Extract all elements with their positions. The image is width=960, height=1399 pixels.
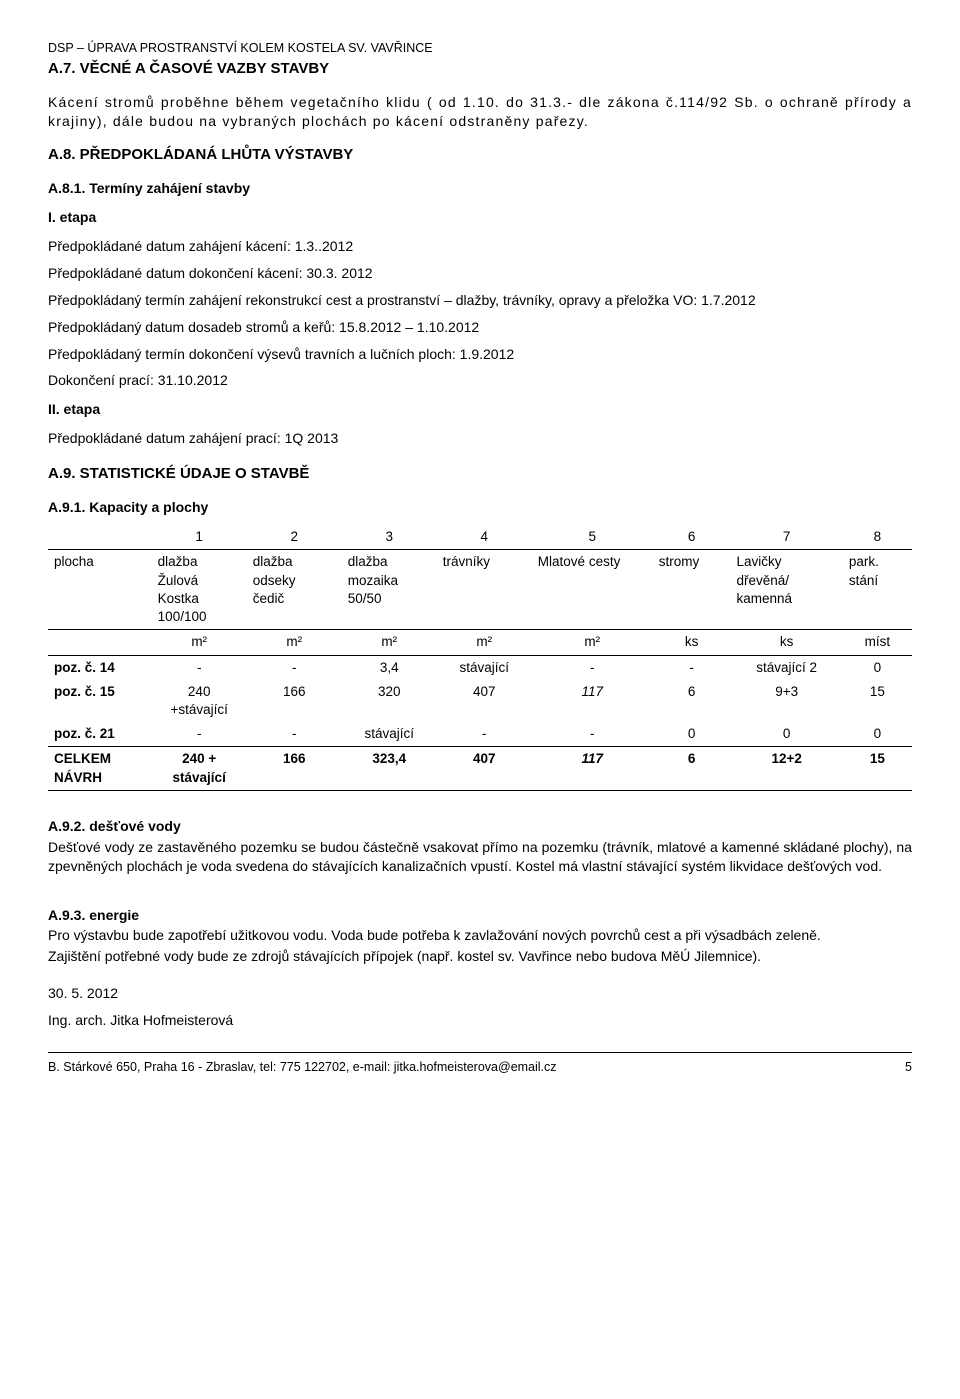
a92-title: A.9.2. dešťové vody bbox=[48, 817, 912, 836]
etapa-1: I. etapa bbox=[48, 208, 912, 227]
line-2: Předpokládané datum dokončení kácení: 30… bbox=[48, 264, 912, 283]
a7-paragraph: Kácení stromů proběhne během vegetačního… bbox=[48, 93, 912, 131]
etapa-2: II. etapa bbox=[48, 400, 912, 419]
line-4: Předpokládaný datum dosadeb stromů a keř… bbox=[48, 318, 912, 337]
a93-title: A.9.3. energie bbox=[48, 906, 912, 925]
line-6: Dokončení prací: 31.10.2012 bbox=[48, 371, 912, 390]
table-row-headers: plocha dlažbaŽulováKostka100/100 dlažbao… bbox=[48, 550, 912, 630]
table-row: poz. č. 15 240+stávající 166 320 407 117… bbox=[48, 680, 912, 722]
a81-title: A.8.1. Termíny zahájení stavby bbox=[48, 179, 912, 198]
page-footer: B. Stárkové 650, Praha 16 - Zbraslav, te… bbox=[48, 1052, 912, 1076]
table-row: poz. č. 14 - - 3,4 stávající - - stávají… bbox=[48, 655, 912, 680]
a7-title: A.7. VĚCNÉ A ČASOVÉ VAZBY STAVBY bbox=[48, 59, 912, 79]
footer-page-number: 5 bbox=[905, 1059, 912, 1076]
footer-left: B. Stárkové 650, Praha 16 - Zbraslav, te… bbox=[48, 1059, 557, 1076]
a8-title: A.8. PŘEDPOKLÁDANÁ LHŮTA VÝSTAVBY bbox=[48, 145, 912, 165]
capacity-table: 1 2 3 4 5 6 7 8 plocha dlažbaŽulováKostk… bbox=[48, 525, 912, 791]
table-row-units: m² m² m² m² m² ks ks míst bbox=[48, 630, 912, 655]
sign-date: 30. 5. 2012 bbox=[48, 984, 912, 1003]
a9-title: A.9. STATISTICKÉ ÚDAJE O STAVBĚ bbox=[48, 464, 912, 484]
table-row-sum: CELKEMNÁVRH 240 +stávající 166 323,4 407… bbox=[48, 747, 912, 790]
line-3: Předpokládaný termín zahájení rekonstruk… bbox=[48, 291, 912, 310]
line-1: Předpokládané datum zahájení kácení: 1.3… bbox=[48, 237, 912, 256]
a93-p2: Zajištění potřebné vody bude ze zdrojů s… bbox=[48, 947, 912, 966]
sign-author: Ing. arch. Jitka Hofmeisterová bbox=[48, 1011, 912, 1030]
a91-title: A.9.1. Kapacity a plochy bbox=[48, 498, 912, 517]
line-7: Předpokládané datum zahájení prací: 1Q 2… bbox=[48, 429, 912, 448]
line-5: Předpokládaný termín dokončení výsevů tr… bbox=[48, 345, 912, 364]
a93-p1: Pro výstavbu bude zapotřebí užitkovou vo… bbox=[48, 926, 912, 945]
doc-header: DSP – ÚPRAVA PROSTRANSTVÍ KOLEM KOSTELA … bbox=[48, 40, 912, 57]
table-row-numbers: 1 2 3 4 5 6 7 8 bbox=[48, 525, 912, 550]
table-row: poz. č. 21 - - stávající - - 0 0 0 bbox=[48, 722, 912, 747]
a92-text: Dešťové vody ze zastavěného pozemku se b… bbox=[48, 838, 912, 876]
